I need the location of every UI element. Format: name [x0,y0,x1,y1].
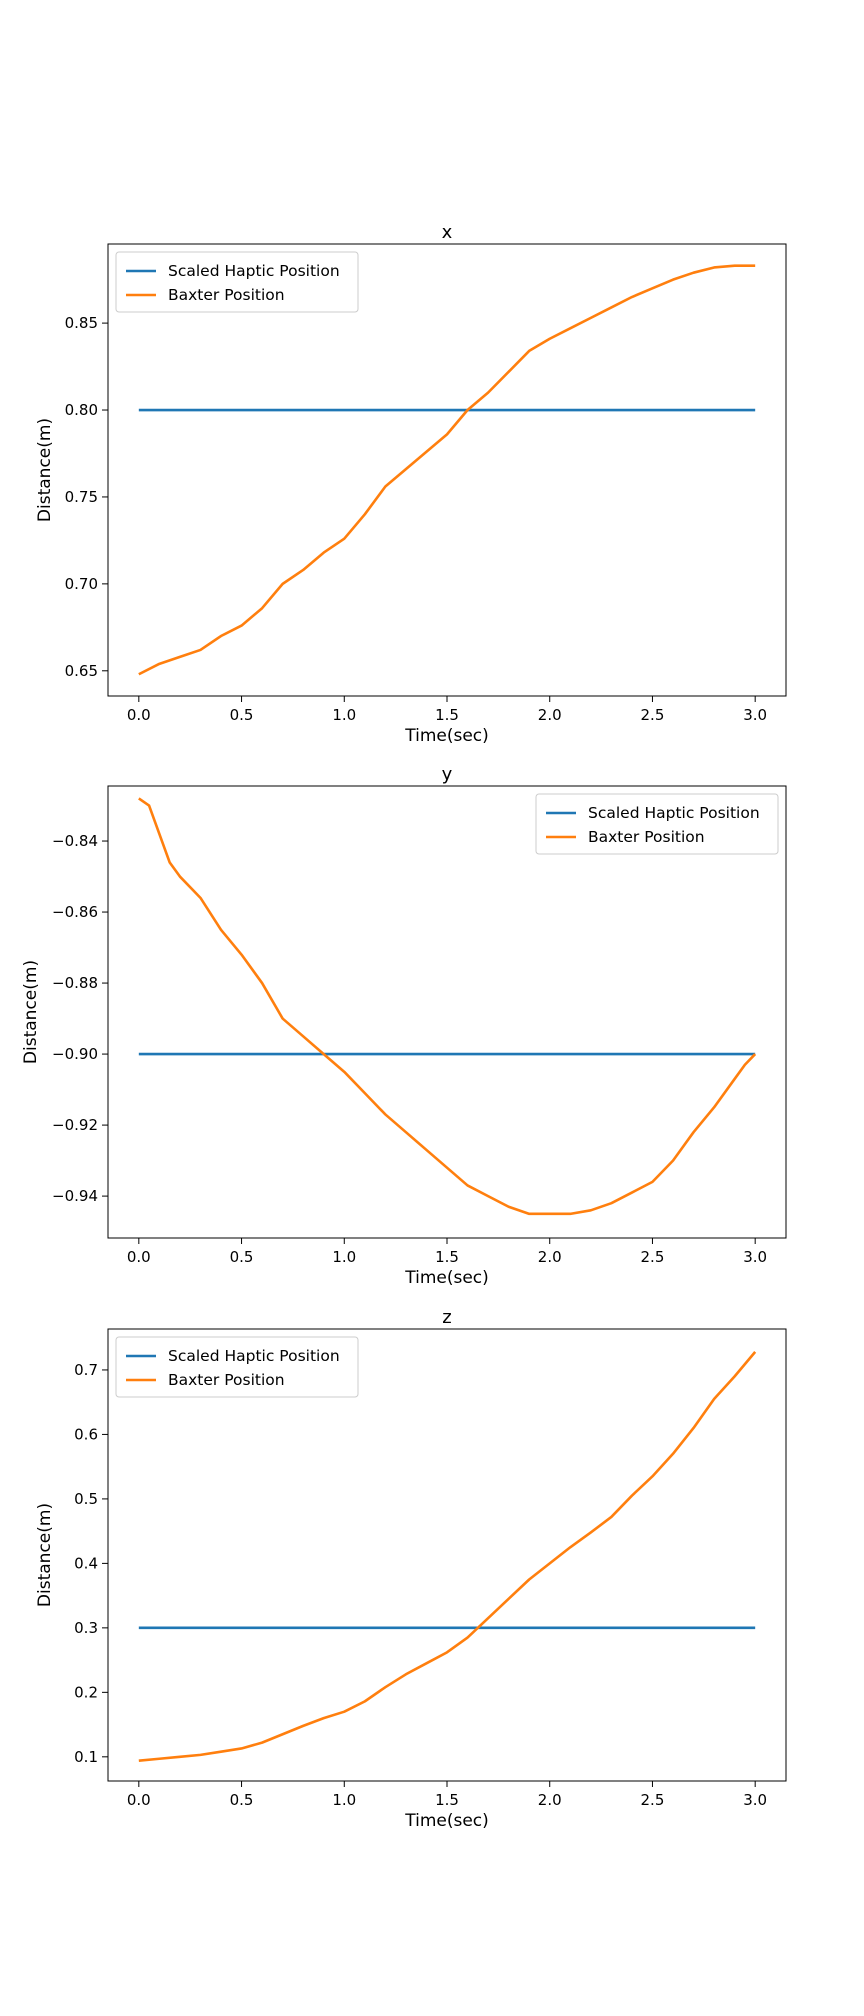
y-tick-label: 0.65 [65,662,98,680]
y-tick-label: 0.6 [74,1425,98,1443]
y-tick-label: −0.86 [52,903,98,921]
chart-title: x [442,222,453,243]
x-tick-label: 2.5 [641,706,665,724]
legend-label: Scaled Haptic Position [588,804,760,822]
x-axis-label: Time(sec) [404,726,489,746]
x-tick-label: 0.5 [230,1791,254,1809]
y-tick-label: −0.90 [52,1045,98,1063]
x-tick-label: 3.0 [743,1248,767,1266]
legend: Scaled Haptic Position Baxter Position [115,251,359,313]
y-tick-label: 0.70 [65,575,98,593]
x-tick-label: 0.0 [127,1791,151,1809]
chart-panel-z: 0.0 0.5 1.0 1.5 2.0 2.5 3.0 0.1 0.2 0.3 0.4 0.5 0.6 0… [35,1307,787,1831]
x-tick-label: 2.5 [641,1791,665,1809]
y-tick-label: −0.88 [52,974,98,992]
x-axis-label: Time(sec) [404,1811,489,1831]
legend-label: Scaled Haptic Position [168,262,340,280]
y-tick-label: 0.2 [74,1683,98,1701]
x-tick-label: 2.0 [538,1248,562,1266]
y-tick-label: 0.4 [74,1554,98,1572]
y-tick-label: −0.84 [52,832,98,850]
legend-label: Baxter Position [588,828,705,846]
y-tick-label: 0.80 [65,401,98,419]
x-tick-label: 1.0 [332,1791,356,1809]
legend: Scaled Haptic Position Baxter Position [115,1336,359,1398]
legend-label: Baxter Position [168,286,285,304]
chart-title: y [442,764,453,785]
chart-panel-y: 0.0 0.5 1.0 1.5 2.0 2.5 3.0 −0.94 −0.92 −0.90 −0.8… [21,764,787,1288]
x-tick-label: 2.5 [641,1248,665,1266]
series-line-baxter-position [138,797,757,1216]
x-tick-label: 2.0 [538,706,562,724]
x-tick-label: 1.5 [435,1248,459,1266]
x-tick-label: 0.5 [230,706,254,724]
legend-label: Baxter Position [168,1371,285,1389]
y-tick-label: 0.75 [65,488,98,506]
legend-box [115,1336,359,1398]
x-tick-label: 1.0 [332,706,356,724]
y-tick-label: 0.85 [65,314,98,332]
y-tick-label: 0.1 [74,1748,98,1766]
y-axis-label: Distance(m) [35,418,55,522]
x-tick-label: 0.0 [127,706,151,724]
x-tick-label: 1.5 [435,706,459,724]
y-tick-label: −0.92 [52,1116,98,1134]
x-tick-label: 0.0 [127,1248,151,1266]
legend-box [535,793,779,855]
x-tick-label: 3.0 [743,1791,767,1809]
chart-title: z [442,1307,451,1328]
y-tick-label: 0.5 [74,1490,98,1508]
x-tick-label: 1.5 [435,1791,459,1809]
legend-box [115,251,359,313]
y-axis-label: Distance(m) [35,1503,55,1607]
chart-panel-x: 0.0 0.5 1.0 1.5 2.0 2.5 3.0 0.65 0.70 0.75 0.80 0.8… [35,222,787,746]
legend: Scaled Haptic Position Baxter Position [535,793,779,855]
legend-label: Scaled Haptic Position [168,1347,340,1365]
y-axis-label: Distance(m) [21,960,41,1064]
x-tick-label: 0.5 [230,1248,254,1266]
series-line-baxter-position [138,264,756,676]
y-tick-label: 0.3 [74,1619,98,1637]
y-tick-label: 0.7 [74,1361,98,1379]
y-tick-label: −0.94 [52,1187,98,1205]
x-tick-label: 1.0 [332,1248,356,1266]
x-tick-label: 2.0 [538,1791,562,1809]
series-line-baxter-position [138,1351,757,1762]
x-axis-label: Time(sec) [404,1268,489,1288]
x-tick-label: 3.0 [743,706,767,724]
